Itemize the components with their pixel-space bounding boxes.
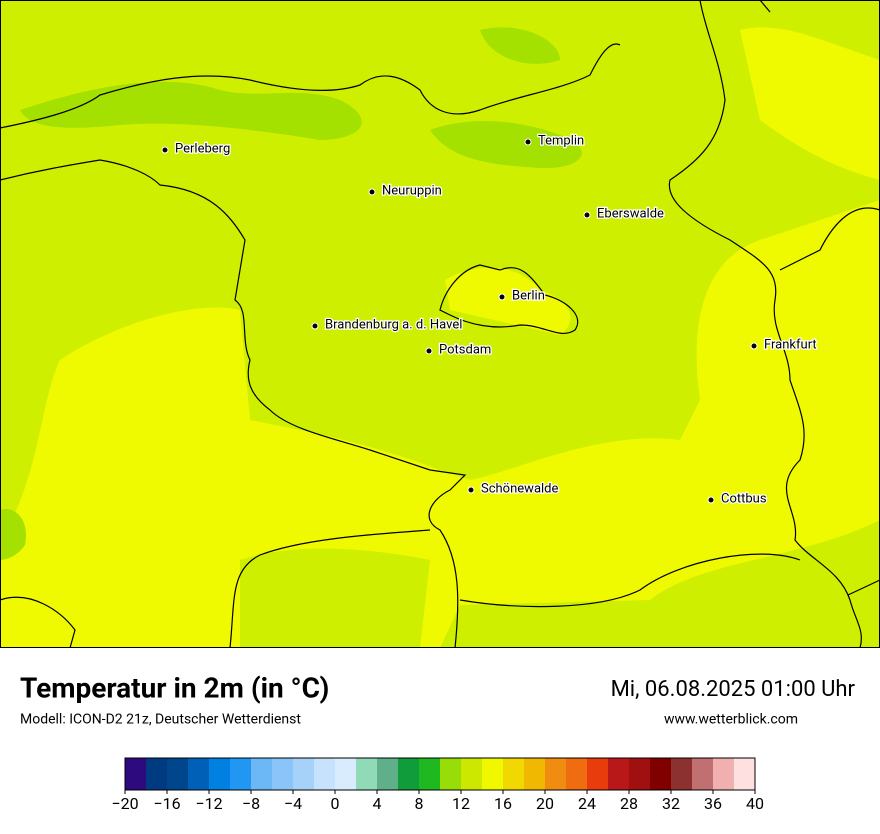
colorbar: −20 −16 −12 −8 −4 0 4 8 12 16 20 24 28 32 36 40 — [111, 757, 764, 813]
title: Temperatur in 2m (in °C) — [20, 671, 329, 704]
color-step — [335, 758, 357, 790]
valid-time: Mi, 06.08.2025 01:00 Uhr — [611, 677, 856, 702]
city-label: Perleberg — [175, 141, 230, 156]
cool-region — [430, 120, 582, 169]
city-dot — [524, 138, 532, 146]
color-step — [398, 758, 420, 790]
colorbar-tick-label: 28 — [620, 794, 638, 813]
city-label: Frankfurt — [764, 337, 817, 352]
city-layer: Perleberg Templin Neuruppin Eberswalde Berli… — [161, 132, 818, 508]
colorbar-tick-label: 40 — [746, 794, 764, 813]
colorbar-tick-label: 24 — [578, 794, 596, 813]
city-dot — [467, 486, 475, 494]
color-step — [671, 758, 693, 790]
website: www.wetterblick.com — [664, 712, 798, 728]
color-step — [377, 758, 399, 790]
border — [0, 43, 621, 129]
color-step — [314, 758, 336, 790]
city-dot — [161, 146, 169, 154]
warm-region — [740, 27, 880, 181]
colorbar-tick-label: 32 — [662, 794, 680, 813]
color-step — [650, 758, 672, 790]
border — [668, 0, 862, 649]
color-step — [419, 758, 441, 790]
city-dot — [425, 347, 433, 355]
color-step — [482, 758, 504, 790]
city-label: Schönewalde — [481, 481, 559, 496]
colorbar-tick-label: 36 — [704, 794, 722, 813]
map: Perleberg Templin Neuruppin Eberswalde Berli… — [0, 0, 880, 649]
color-step — [692, 758, 714, 790]
color-step — [356, 758, 378, 790]
color-step — [230, 758, 252, 790]
city-dot — [707, 496, 715, 504]
warm-region — [0, 200, 880, 648]
color-step — [608, 758, 630, 790]
city-label: Potsdam — [439, 342, 491, 357]
cool-region — [480, 27, 560, 64]
color-step — [587, 758, 609, 790]
color-step — [188, 758, 210, 790]
subtitle: Modell: ICON-D2 21z, Deutscher Wetterdie… — [20, 712, 301, 728]
color-step — [440, 758, 462, 790]
border — [439, 264, 579, 335]
city-label: Brandenburg a. d. Havel — [325, 317, 462, 332]
colorbar-frame — [124, 757, 756, 791]
city-label: Eberswalde — [597, 206, 664, 221]
city-label: Neuruppin — [382, 183, 442, 198]
colorbar-tick-label: 16 — [494, 794, 512, 813]
city-label: Cottbus — [721, 491, 767, 506]
city-dot — [368, 188, 376, 196]
city-label: Berlin — [512, 288, 545, 303]
colorbar-tick-label: 20 — [536, 794, 554, 813]
color-step — [167, 758, 189, 790]
color-step — [209, 758, 231, 790]
color-step — [503, 758, 525, 790]
colorbar-tick-label: 4 — [373, 794, 382, 813]
color-step — [545, 758, 567, 790]
color-step — [713, 758, 735, 790]
color-step — [272, 758, 294, 790]
city-dot — [498, 293, 506, 301]
city-dot — [583, 211, 591, 219]
colorbar-tick-label: 0 — [331, 794, 340, 813]
color-step — [734, 758, 756, 790]
color-step — [125, 758, 147, 790]
city-dot — [311, 322, 319, 330]
city-dot — [750, 342, 758, 350]
border — [0, 159, 467, 649]
color-step — [293, 758, 315, 790]
colorbar-tick-label: 12 — [452, 794, 470, 813]
color-step — [524, 758, 546, 790]
colorbar-tick-label: −20 — [111, 794, 138, 813]
color-step — [461, 758, 483, 790]
cool-region — [20, 81, 362, 140]
color-step — [251, 758, 273, 790]
border — [229, 529, 880, 649]
colorbar-tick-label: −16 — [153, 794, 180, 813]
color-step — [566, 758, 588, 790]
warm-region — [445, 267, 571, 335]
colorbar-tick-label: −4 — [284, 794, 302, 813]
color-step — [146, 758, 168, 790]
border — [0, 0, 880, 649]
color-step — [629, 758, 651, 790]
colorbar-tick-label: −8 — [242, 794, 260, 813]
city-label: Templin — [538, 133, 584, 148]
colorbar-tick-label: 8 — [415, 794, 424, 813]
cool-region — [0, 509, 26, 560]
cool-region — [240, 548, 430, 648]
colorbar-tick-label: −12 — [195, 794, 222, 813]
